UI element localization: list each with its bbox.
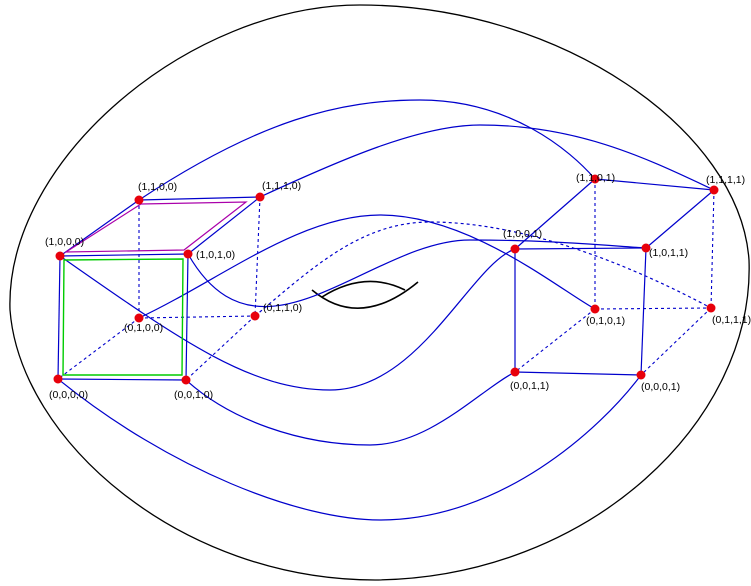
highlighted-front-face [62,258,184,376]
right-cube-solid-edges [514,178,715,376]
vertex-0010-node [181,375,191,385]
vertex-label-0001: (0,0,0,1) [641,381,680,393]
left-cube-solid-edges [57,196,261,381]
curve-0000-0001 [57,374,642,521]
vertex-label-0100: (0,1,0,0) [124,322,163,334]
vertex-0000-node [53,374,63,384]
vertex-1011-node [641,243,651,253]
vertex-label-0011: (0,0,1,1) [510,380,549,392]
vertex-label-1110: (1,1,1,0) [262,180,301,192]
vertex-0110-node [250,311,260,321]
curve-1110-1111 [259,124,715,198]
vertex-0001-node [636,370,646,380]
vertex-0111-node [706,303,716,313]
curve-0110-0111 [254,221,712,317]
vertex-label-0101: (0,1,0,1) [586,315,625,327]
surface-outline [9,4,750,581]
vertex-0100-node [134,313,144,323]
vertex-1010-node [183,249,193,259]
vertex-label-1001: (1,0,0,1) [503,228,542,240]
vertex-label-1101: (1,1,0,1) [576,172,615,184]
torus-hole [311,280,419,309]
vertex-labels: (1,1,0,0) (1,1,1,0) (1,0,0,0) (1,0,1,0) … [45,172,751,401]
vertex-label-0000: (0,0,0,0) [49,389,88,401]
vertex-label-1000: (1,0,0,0) [45,236,84,248]
vertex-1111-node [709,185,719,195]
right-cube-hidden-edges [514,179,715,376]
vertex-0101-node [590,304,600,314]
vertex-1110-node [255,192,265,202]
vertex-label-1100: (1,1,0,0) [138,181,177,193]
curve-1000-1001 [59,248,516,391]
highlighted-top-face [63,201,248,253]
vertex-label-0111: (0,1,1,1) [712,314,751,326]
left-cube-hidden-edges [57,196,261,381]
curve-0100-0101 [138,214,596,319]
vertex-nodes [53,174,719,385]
vertex-1000-node [55,251,65,261]
torus-curves [57,99,715,521]
vertex-label-1111: (1,1,1,1) [706,174,745,186]
vertex-label-1011: (1,0,1,1) [649,247,688,259]
vertex-1101-node [590,174,600,184]
curve-1010-1011 [187,239,647,307]
vertex-label-0110: (0,1,1,0) [263,302,302,314]
vertex-0011-node [510,367,520,377]
curve-1100-1101 [138,99,596,201]
vertex-1001-node [510,244,520,254]
vertex-label-0010: (0,0,1,0) [174,389,213,401]
vertex-1100-node [134,195,144,205]
vertex-label-1010: (1,0,1,0) [196,249,235,261]
curve-0010-0011 [185,371,516,446]
